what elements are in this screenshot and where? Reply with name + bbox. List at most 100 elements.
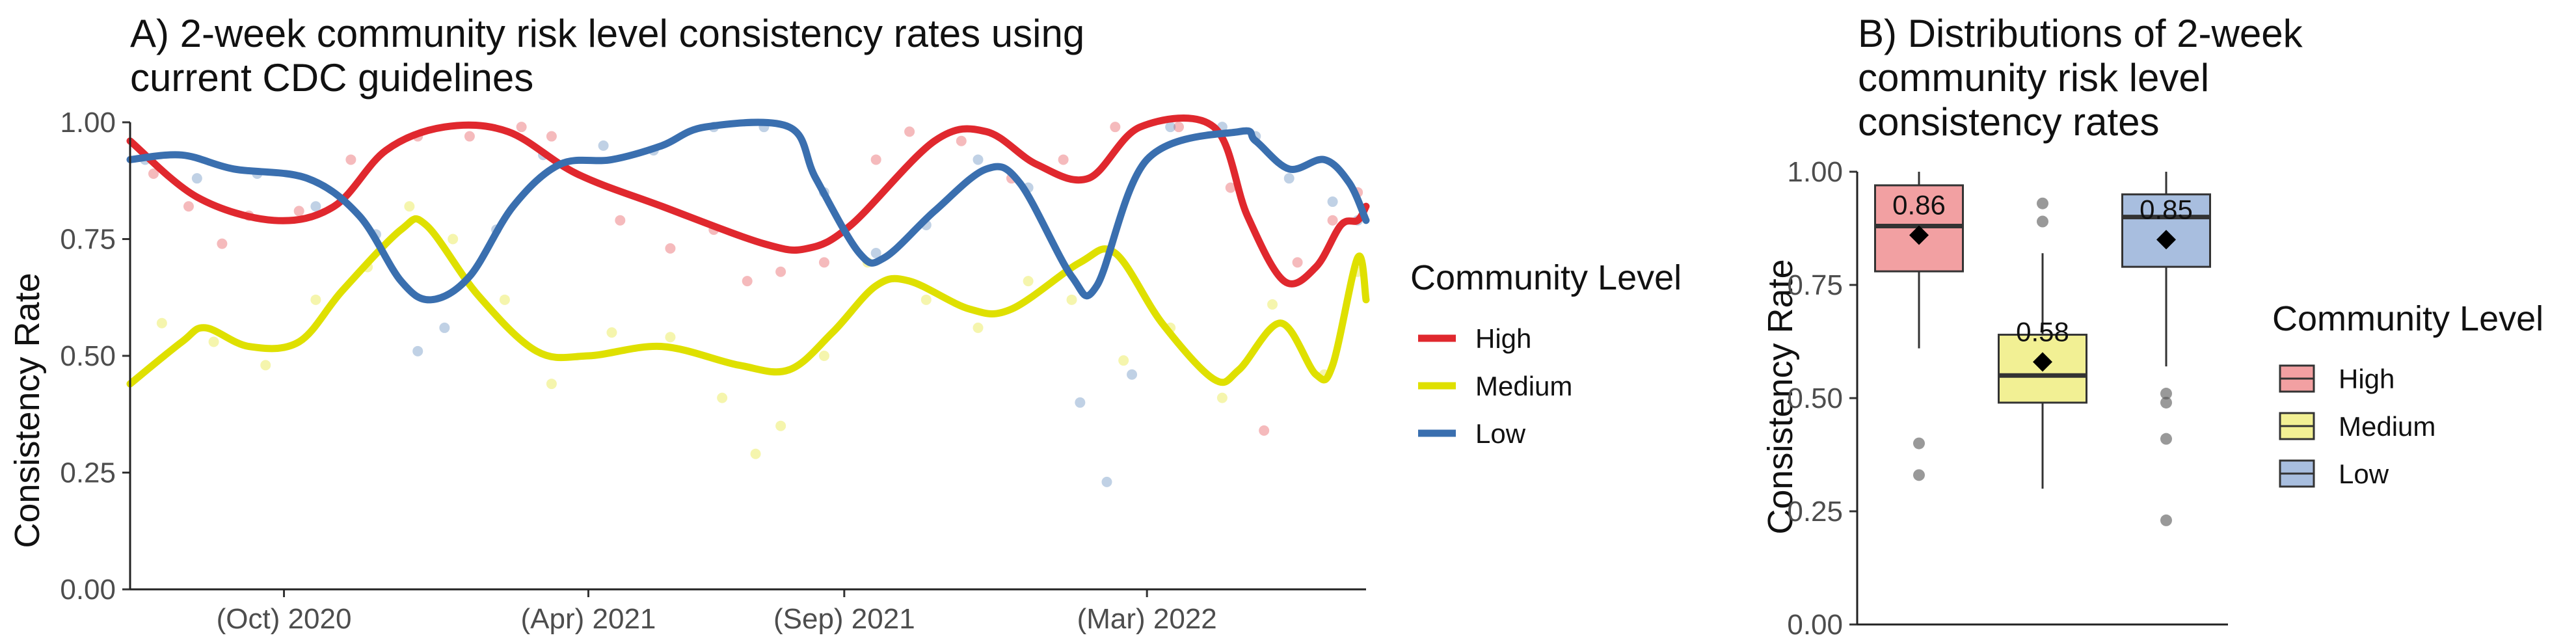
point-high <box>904 126 915 137</box>
panel-a-x-tick-label: (Sep) 2021 <box>773 603 915 635</box>
outlier-high <box>1913 469 1925 481</box>
panel-b-y-tick-label: 0.50 <box>1787 382 1843 414</box>
panel-b: B) Distributions of 2-week community ris… <box>1761 12 2543 641</box>
point-high <box>148 168 159 179</box>
legend-label-high: High <box>2339 364 2395 394</box>
panel-a-y-axis-title: Consistency Rate <box>8 273 47 548</box>
panel-a-y-ticks: 0.00 0.25 0.50 0.75 1.00 <box>60 107 130 606</box>
point-high <box>546 131 557 142</box>
point-high <box>1110 122 1121 133</box>
point-high <box>956 135 967 146</box>
smooth-line-low <box>126 118 1370 304</box>
panel-a-legend: Community Level High Medium Low <box>1410 258 1682 449</box>
point-high <box>1259 425 1270 436</box>
point-high <box>818 257 829 268</box>
legend-label-low: Low <box>1475 418 1526 449</box>
point-medium <box>750 448 761 459</box>
point-low <box>439 322 450 333</box>
point-medium <box>156 317 167 329</box>
point-medium <box>665 332 676 343</box>
legend-label-high: High <box>1475 323 1531 354</box>
point-medium <box>404 201 415 212</box>
point-medium <box>310 294 321 305</box>
legend-label-medium: Medium <box>2339 411 2435 442</box>
point-high <box>615 215 626 226</box>
outlier-medium <box>2037 197 2048 209</box>
point-high <box>1058 154 1069 165</box>
point-medium <box>208 336 219 347</box>
point-medium <box>973 322 984 333</box>
mean-label-low: 0.85 <box>2140 194 2193 224</box>
point-low <box>1327 196 1338 208</box>
mean-marker-high <box>1909 225 1929 245</box>
panel-a-legend-title: Community Level <box>1410 258 1682 297</box>
legend-label-medium: Medium <box>1475 371 1572 401</box>
outlier-medium <box>2037 215 2048 228</box>
mean-label-medium: 0.58 <box>2016 316 2069 347</box>
point-medium <box>717 392 728 403</box>
panel-a-y-tick-label: 0.00 <box>60 574 116 606</box>
panel-a-points <box>140 122 1363 487</box>
point-high <box>293 206 304 217</box>
panel-b-boxes: 0.86 0.58 0.85 <box>1874 172 2211 526</box>
point-high <box>464 131 475 142</box>
point-low <box>973 154 984 165</box>
outlier-low <box>2160 514 2172 526</box>
point-low <box>598 140 609 151</box>
point-high <box>1327 215 1338 226</box>
point-low <box>870 248 881 259</box>
point-low <box>412 345 423 356</box>
panel-b-legend-title: Community Level <box>2272 299 2543 338</box>
point-low <box>1165 122 1176 133</box>
smooth-line-medium <box>126 215 1370 388</box>
panel-b-title-line-3: consistency rates <box>1858 100 2160 144</box>
smooth-line-high <box>126 114 1370 288</box>
point-medium <box>448 234 459 245</box>
panel-a-title-line-1: A) 2-week community risk level consisten… <box>130 12 1084 55</box>
point-medium <box>818 351 829 361</box>
mean-marker-medium <box>2033 352 2052 372</box>
panel-b-y-tick-label: 0.25 <box>1787 496 1843 528</box>
panel-a-title-line-2: current CDC guidelines <box>130 56 533 100</box>
panel-a-x-tick-label: (Apr) 2021 <box>521 603 656 635</box>
point-medium <box>775 420 786 431</box>
panel-b-y-tick-label: 1.00 <box>1787 156 1843 188</box>
point-medium <box>1216 392 1228 403</box>
panel-a: A) 2-week community risk level consisten… <box>8 12 1682 635</box>
panel-a-y-tick-label: 0.25 <box>60 457 116 489</box>
point-medium <box>260 360 271 371</box>
point-high <box>665 243 676 254</box>
panel-b-y-tick-label: 0.00 <box>1787 609 1843 641</box>
point-low <box>1283 173 1295 184</box>
point-medium <box>606 327 617 338</box>
panel-a-y-tick-label: 1.00 <box>60 107 116 139</box>
point-low <box>1075 397 1086 408</box>
point-medium <box>1066 294 1077 305</box>
panel-b-title-line-1: B) Distributions of 2-week <box>1858 12 2303 55</box>
point-high <box>1292 257 1303 268</box>
point-high <box>183 201 194 212</box>
panel-b-y-axis-title: Consistency Rate <box>1761 259 1800 534</box>
point-low <box>1101 476 1112 487</box>
point-high <box>742 276 753 287</box>
outlier-low <box>2160 433 2172 445</box>
panel-a-x-tick-label: (Mar) 2022 <box>1077 603 1217 635</box>
panel-a-y-tick-label: 0.75 <box>60 224 116 256</box>
point-high <box>870 154 881 165</box>
point-high <box>1225 182 1236 193</box>
point-high <box>217 238 228 249</box>
point-high <box>345 154 356 165</box>
point-medium <box>1267 299 1278 310</box>
outlier-low <box>2160 396 2172 409</box>
point-low <box>1127 369 1138 380</box>
point-high <box>516 122 527 133</box>
panel-a-x-ticks: (Oct) 2020 (Apr) 2021 (Sep) 2021 (Mar) 2022 <box>217 589 1217 635</box>
panel-b-y-tick-label: 0.75 <box>1787 269 1843 301</box>
point-high <box>1174 122 1185 133</box>
mean-label-high: 0.86 <box>1892 189 1946 220</box>
point-medium <box>499 294 510 305</box>
panel-a-y-tick-label: 0.50 <box>60 340 116 372</box>
point-medium <box>1118 355 1129 366</box>
point-high <box>775 266 786 277</box>
